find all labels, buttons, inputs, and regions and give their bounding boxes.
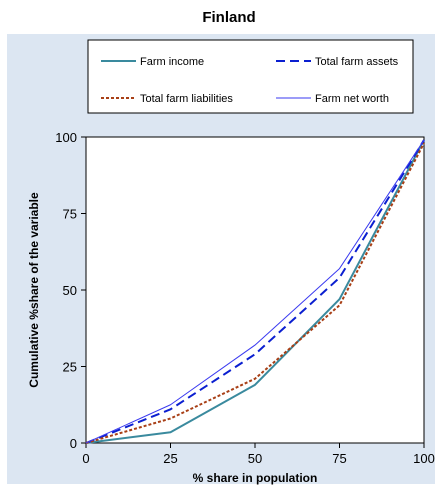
y-tick-label: 25 [63,360,77,375]
legend-label-farm-income: Farm income [140,56,204,68]
legend-label-total-farm-assets: Total farm assets [315,56,399,68]
y-tick-label: 50 [63,283,77,298]
y-tick-label: 100 [55,130,77,145]
series-line-farm-income [85,139,425,444]
legend: Farm income Total farm assets Total farm… [87,39,414,114]
legend-box [87,39,414,114]
legend-label-total-farm-liabilities: Total farm liabilities [140,93,233,105]
x-tick-label: 0 [82,451,89,466]
legend-label-farm-net-worth: Farm net worth [315,93,389,105]
series-line-total-farm-liabilities [85,142,425,444]
y-axis-label: Cumulative %share of the variable [27,192,41,388]
chart-title: Finland [202,9,255,26]
axis-ticks: 0 25 50 75 100 0 25 50 75 100 [55,130,435,466]
x-axis-label: % share in population [193,471,318,485]
x-tick-label: 100 [413,451,435,466]
series-lines [85,139,425,444]
x-tick-label: 75 [332,451,346,466]
series-line-total-farm-assets [85,139,425,444]
x-tick-label: 50 [248,451,262,466]
x-tick-label: 25 [163,451,177,466]
y-tick-label: 75 [63,207,77,222]
series-line-farm-net-worth [85,139,425,444]
y-tick-label: 0 [70,436,77,451]
plot-area [85,136,425,444]
